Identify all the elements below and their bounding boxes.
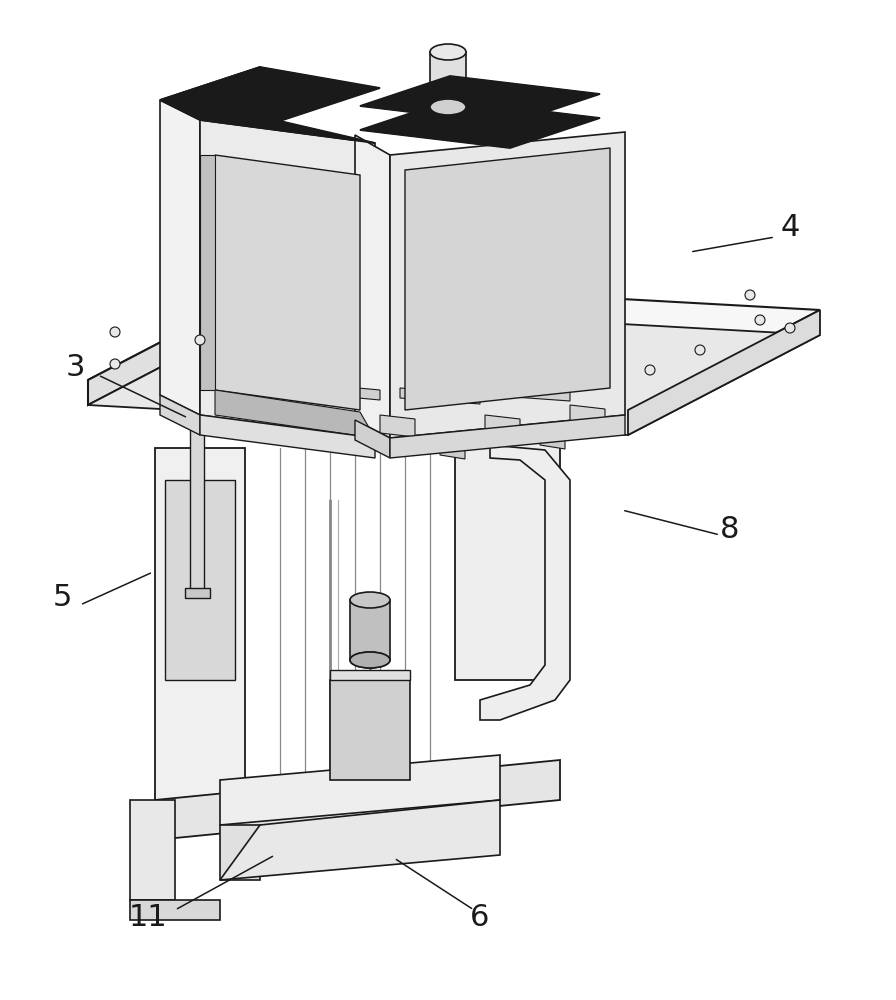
Polygon shape bbox=[160, 100, 200, 415]
Polygon shape bbox=[570, 405, 605, 427]
Text: 6: 6 bbox=[470, 904, 490, 932]
Polygon shape bbox=[480, 445, 570, 720]
Polygon shape bbox=[628, 310, 820, 435]
Polygon shape bbox=[380, 440, 405, 454]
Polygon shape bbox=[200, 120, 375, 438]
Polygon shape bbox=[200, 415, 375, 458]
Polygon shape bbox=[390, 132, 625, 438]
Ellipse shape bbox=[430, 44, 466, 60]
Polygon shape bbox=[190, 416, 204, 590]
Polygon shape bbox=[88, 280, 820, 410]
Polygon shape bbox=[430, 52, 466, 107]
Text: 4: 4 bbox=[780, 214, 800, 242]
Polygon shape bbox=[155, 760, 560, 840]
Polygon shape bbox=[215, 155, 360, 410]
Polygon shape bbox=[390, 415, 625, 458]
Polygon shape bbox=[350, 600, 390, 660]
Polygon shape bbox=[360, 76, 600, 124]
Polygon shape bbox=[315, 384, 380, 400]
Polygon shape bbox=[220, 825, 260, 880]
Circle shape bbox=[645, 365, 655, 375]
Polygon shape bbox=[500, 386, 570, 401]
Ellipse shape bbox=[350, 592, 390, 608]
Circle shape bbox=[745, 290, 755, 300]
Polygon shape bbox=[285, 430, 310, 444]
Polygon shape bbox=[290, 400, 325, 422]
Polygon shape bbox=[400, 388, 480, 404]
Polygon shape bbox=[355, 420, 390, 458]
Text: 5: 5 bbox=[52, 584, 72, 612]
Polygon shape bbox=[160, 67, 380, 121]
Circle shape bbox=[755, 315, 765, 325]
Polygon shape bbox=[130, 900, 220, 920]
Polygon shape bbox=[88, 305, 820, 435]
Polygon shape bbox=[88, 280, 280, 405]
Polygon shape bbox=[405, 148, 610, 410]
Polygon shape bbox=[380, 415, 415, 437]
Polygon shape bbox=[215, 390, 375, 438]
Polygon shape bbox=[330, 680, 410, 780]
Circle shape bbox=[785, 323, 795, 333]
Polygon shape bbox=[200, 155, 215, 390]
Polygon shape bbox=[160, 395, 200, 435]
Polygon shape bbox=[540, 435, 565, 449]
Circle shape bbox=[110, 327, 120, 337]
Polygon shape bbox=[455, 440, 560, 680]
Polygon shape bbox=[165, 480, 235, 680]
Ellipse shape bbox=[430, 99, 466, 115]
Polygon shape bbox=[355, 135, 390, 438]
Polygon shape bbox=[185, 588, 210, 598]
Polygon shape bbox=[485, 415, 520, 437]
Polygon shape bbox=[220, 755, 500, 825]
Polygon shape bbox=[155, 448, 245, 800]
Circle shape bbox=[695, 345, 705, 355]
Text: 3: 3 bbox=[65, 354, 85, 382]
Ellipse shape bbox=[430, 99, 466, 115]
Polygon shape bbox=[160, 67, 375, 143]
Polygon shape bbox=[330, 670, 410, 680]
Polygon shape bbox=[440, 445, 465, 459]
Polygon shape bbox=[130, 800, 175, 900]
Text: 8: 8 bbox=[720, 516, 740, 544]
Polygon shape bbox=[220, 800, 500, 880]
Text: 11: 11 bbox=[129, 904, 168, 932]
Circle shape bbox=[110, 359, 120, 369]
Ellipse shape bbox=[350, 652, 390, 668]
Ellipse shape bbox=[350, 652, 390, 668]
Polygon shape bbox=[360, 100, 600, 148]
Circle shape bbox=[195, 335, 205, 345]
